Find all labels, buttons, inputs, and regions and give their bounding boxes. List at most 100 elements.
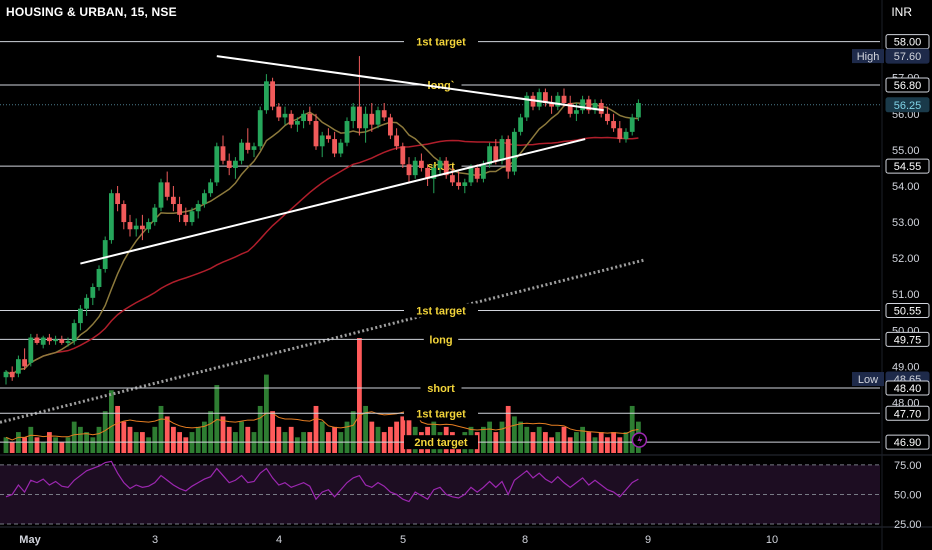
candle-body xyxy=(115,193,120,205)
y-tick-label: 54.00 xyxy=(892,181,920,193)
candle-body xyxy=(164,182,170,197)
x-tick-label: 10 xyxy=(766,534,778,546)
x-tick-label: 4 xyxy=(276,534,282,546)
candle-body xyxy=(369,113,375,125)
candles xyxy=(3,56,641,385)
volume-bar xyxy=(226,426,232,453)
currency-label: INR xyxy=(891,5,912,19)
volume-bar xyxy=(313,405,319,453)
price-tag-text: 49.75 xyxy=(894,334,922,346)
level-label-bg xyxy=(404,303,478,318)
high-low-badge-text: High xyxy=(857,51,880,63)
candle-body xyxy=(561,95,567,103)
rsi-tick-label: 25.00 xyxy=(894,519,922,531)
candle-body xyxy=(71,323,77,342)
price-tag xyxy=(885,405,930,421)
candle-body xyxy=(555,95,561,107)
candle-body xyxy=(375,110,381,125)
candle-body xyxy=(158,182,164,208)
volume-bar xyxy=(505,405,511,453)
candle-body xyxy=(53,339,58,342)
chart-title: HOUSING & URBAN, 15, NSE xyxy=(6,5,177,19)
candle-body xyxy=(96,268,102,288)
price-tag xyxy=(885,97,930,113)
candle-body xyxy=(617,128,623,140)
volume-bar xyxy=(214,385,220,453)
candle-body xyxy=(462,182,468,186)
volume-bar xyxy=(487,421,492,453)
rsi-tick-label: 75.00 xyxy=(894,460,922,472)
volume-bar xyxy=(350,411,356,453)
volume-bar xyxy=(22,437,27,453)
volume-bar xyxy=(629,405,635,453)
candle-body xyxy=(499,139,505,161)
volume-bar xyxy=(59,442,65,453)
candle-body xyxy=(146,222,151,230)
candle-body xyxy=(431,167,437,179)
volume-bar xyxy=(257,405,263,453)
candle-body xyxy=(468,167,474,183)
candle-body xyxy=(295,121,300,125)
volume-bar xyxy=(65,437,71,453)
candle-body xyxy=(580,99,585,111)
candle-body xyxy=(121,204,127,223)
volume-bar xyxy=(518,421,523,453)
candle-body xyxy=(220,146,226,161)
candle-body xyxy=(363,113,368,129)
candle-body xyxy=(332,139,337,154)
y-tick-label: 52.00 xyxy=(892,253,920,265)
rsi-tick-label: 50.00 xyxy=(894,489,922,501)
volume-bar xyxy=(332,426,337,453)
volume-bar xyxy=(388,426,393,453)
candle-body xyxy=(326,135,331,140)
volume-bar xyxy=(592,437,598,453)
volume-bar xyxy=(78,426,83,453)
volume-bar xyxy=(375,426,381,453)
high-low-badge-text: Low xyxy=(858,374,878,386)
candle-body xyxy=(127,222,133,230)
candle-body xyxy=(319,135,325,147)
candle-body xyxy=(245,142,251,150)
trendline xyxy=(216,55,604,112)
price-tag xyxy=(885,434,930,450)
volume-bar xyxy=(53,437,58,453)
rsi-band xyxy=(0,464,880,524)
volume-bar xyxy=(295,437,300,453)
candle-body xyxy=(34,337,40,343)
level-label-bg xyxy=(404,34,478,49)
candle-body xyxy=(543,92,548,103)
volume-bar xyxy=(369,421,375,453)
volume-bar xyxy=(3,437,9,453)
volume-bar xyxy=(400,416,406,453)
price-tag xyxy=(885,158,930,174)
candle-body xyxy=(140,225,145,230)
candle-body xyxy=(592,102,598,111)
price-tag-text: 48.40 xyxy=(894,383,922,395)
price-tag xyxy=(885,77,930,93)
y-tick-label: 55.00 xyxy=(892,145,920,157)
level-label: 1st target xyxy=(416,37,466,49)
candle-body xyxy=(270,81,275,107)
level-label-bg xyxy=(423,332,459,347)
price-tag-text: 50.55 xyxy=(894,305,922,317)
candle-body xyxy=(313,121,319,147)
volume-bar xyxy=(239,421,244,453)
candle-body xyxy=(152,207,158,223)
volume-bar xyxy=(394,421,399,453)
candle-body xyxy=(412,160,418,176)
volume-bar xyxy=(121,421,127,453)
price-tag xyxy=(885,331,930,347)
level-label: 2nd target xyxy=(414,437,468,449)
y-tick-label: 53.00 xyxy=(892,217,920,229)
volume-bar xyxy=(127,426,133,453)
level-label: 1st target xyxy=(416,305,466,317)
volume-bar xyxy=(276,426,282,453)
candle-body xyxy=(78,308,83,324)
volume-bar xyxy=(183,437,189,453)
volume-bar xyxy=(481,426,486,453)
volume-bar xyxy=(561,426,567,453)
level-label-bg xyxy=(420,381,462,396)
volume-bar xyxy=(406,411,412,453)
